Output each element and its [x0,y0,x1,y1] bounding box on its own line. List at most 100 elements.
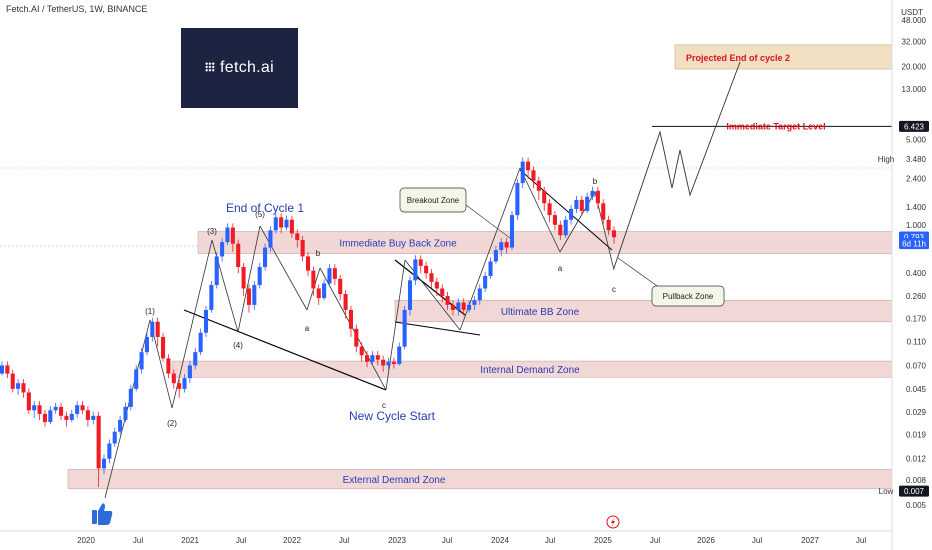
candle-body [279,217,284,228]
projected-path [613,61,741,269]
candle-body [37,405,42,414]
callout-pointer [617,257,661,289]
price-marker-label: High [878,155,894,164]
price-label-text: 0.793 [904,233,925,242]
candle-body [467,304,472,310]
candle-body [563,219,568,236]
price-tick-label: 0.019 [906,430,927,439]
wave-label: (5) [255,210,265,219]
time-tick-label: 2022 [283,536,301,545]
lightning-circle [606,515,620,529]
candle-body [601,203,606,220]
price-tick-label: 13.000 [902,85,927,94]
candle-body [450,304,455,310]
wave-label: a [305,324,310,333]
candle-body [26,392,31,411]
logo-text: fetch.ai [220,59,274,76]
candle-body [365,355,370,362]
trend-line-6 [259,225,308,311]
fetch-ai-logo: fetch.ai [181,28,298,108]
callout-label: Pullback Zone [663,292,714,301]
trend-line-11 [385,259,406,391]
candle-body [101,458,107,469]
candle-body [552,215,557,225]
candle-body [257,267,262,286]
candle-body [225,227,230,243]
candle-body [289,219,294,234]
candle-body [203,309,209,333]
wave-label: a [558,264,563,273]
candle-body [107,443,112,459]
price-label-text: 6.423 [904,122,925,131]
trend-line-3 [171,239,213,409]
candle-body [359,346,364,356]
time-tick-label: Jul [545,536,555,545]
candle-body [461,302,466,310]
price-tick-label: 0.029 [906,408,927,417]
trend-line-0 [183,309,387,391]
callout-box [399,187,467,213]
candle-body [48,410,53,423]
price-label-badge [899,485,929,497]
candle-body [434,281,439,289]
candle-body [413,259,418,281]
price-label-badge [899,238,929,250]
candle-body [128,388,133,407]
candle-body [445,296,450,305]
price-tick-label: 3.480 [906,155,927,164]
candle-body [327,268,332,284]
price-label-text: 0.007 [904,487,925,496]
candle-body [590,190,595,197]
price-tick-label: 1.400 [906,203,927,212]
price-tick-label: 0.012 [906,455,927,464]
wave-label: b [593,177,598,186]
candle-body [348,309,353,329]
trend-line-10 [394,321,481,336]
candle-body [354,328,359,347]
candle-body [569,208,574,220]
time-axis[interactable]: 2020 Jul 2021 Jul 2022 Jul 2023 Jul 2024 Jul 2025 J… [0,530,892,545]
thumb-cuff [92,510,97,524]
annotation-label: End of Cycle 1 [226,201,304,215]
annotation-label: New Cycle Start [349,409,436,423]
candle-body [69,413,74,420]
currency-label: USDT [901,8,923,17]
candle-body [295,233,300,240]
callout-label: Breakout Zone [407,196,460,205]
candle-body [32,405,37,411]
logo-dots-icon [205,62,215,72]
candle-body [150,321,155,337]
candle-body [488,261,493,276]
trend-line-4 [211,239,239,333]
price-tick-label: 1.000 [906,221,927,230]
time-tick-label: Jul [442,536,452,545]
candle-body [241,267,246,289]
candle-body [21,383,26,393]
price-tick-label: 0.070 [906,361,927,370]
price-tick-label: 0.005 [906,501,927,510]
price-tick-label: 2.400 [906,174,927,183]
candle-body [429,273,434,282]
candle-body [220,242,225,257]
candle-body [375,355,380,360]
candle-body [64,415,69,420]
candle-body [343,294,348,310]
candle-body [85,410,90,420]
price-tick-label: 0.170 [906,315,927,324]
time-tick-label: Jul [133,536,143,545]
candle-body [547,203,552,216]
candle-body [53,406,58,411]
candle-body [123,406,128,420]
candle-body [526,161,531,171]
candle-body [311,270,316,289]
zone-label-3: Internal Demand Zone [480,365,580,376]
time-tick-label: Jul [339,536,349,545]
candle-body [402,309,407,347]
candle-body [252,285,257,305]
time-tick-label: 2026 [697,536,715,545]
candle-body [300,239,305,257]
trend-line-8 [319,267,387,391]
time-tick-label: Jul [236,536,246,545]
